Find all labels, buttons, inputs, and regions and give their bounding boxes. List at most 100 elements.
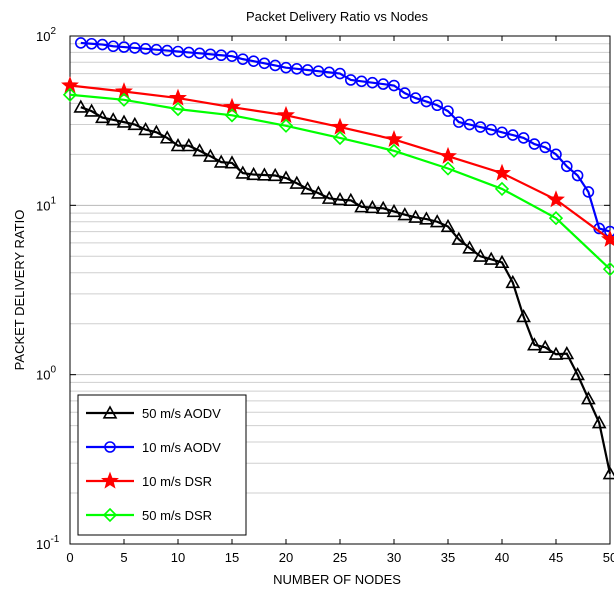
data-point xyxy=(129,42,141,54)
data-point xyxy=(494,254,510,269)
data-point xyxy=(95,109,110,124)
y-tick-label: 102 xyxy=(36,26,56,44)
data-point xyxy=(213,154,229,168)
data-point xyxy=(602,261,614,277)
data-point xyxy=(169,88,187,106)
data-point xyxy=(494,181,510,197)
legend-marker xyxy=(102,507,118,523)
data-point xyxy=(452,116,465,128)
data-point xyxy=(419,211,434,225)
data-point xyxy=(62,87,78,102)
data-point xyxy=(267,167,283,182)
data-point xyxy=(301,64,314,76)
data-point xyxy=(548,346,564,360)
data-point xyxy=(462,240,477,254)
data-point xyxy=(269,59,282,72)
x-axis: 0 5 10 15 20 25 30 35 40 45 50 xyxy=(66,36,614,565)
data-point xyxy=(332,192,348,206)
y-axis-label: PACKET DELIVERY RATIO xyxy=(12,210,27,371)
series-line xyxy=(69,93,611,270)
y-tick-label: 101 xyxy=(36,195,56,213)
data-point xyxy=(223,97,241,115)
data-point xyxy=(547,190,565,208)
data-point xyxy=(159,130,175,144)
data-point xyxy=(161,44,173,57)
data-point xyxy=(246,166,261,181)
data-point xyxy=(528,138,541,150)
data-point xyxy=(116,114,132,128)
data-point xyxy=(331,117,349,135)
data-point xyxy=(375,200,391,214)
series-layer xyxy=(61,37,614,480)
series-line xyxy=(69,84,611,241)
x-tick-label: 35 xyxy=(441,550,455,565)
data-point xyxy=(354,199,369,213)
legend-label: 10 m/s AODV xyxy=(142,440,221,455)
series-line xyxy=(80,41,611,233)
data-point xyxy=(582,186,595,198)
series-triangle xyxy=(73,99,614,480)
data-point xyxy=(440,218,456,233)
series-star xyxy=(61,76,614,247)
data-point xyxy=(204,48,217,61)
data-point xyxy=(601,229,614,247)
data-point xyxy=(409,92,422,104)
legend-label: 50 m/s DSR xyxy=(142,508,212,523)
data-point xyxy=(203,148,218,162)
data-point xyxy=(96,38,109,51)
data-point xyxy=(226,50,238,62)
data-point xyxy=(386,203,402,218)
data-point xyxy=(215,49,227,62)
data-point xyxy=(224,108,240,123)
data-point xyxy=(474,121,487,133)
y-tick-label: 100 xyxy=(36,365,56,383)
data-point xyxy=(73,99,89,113)
y-tick-label: 10-1 xyxy=(36,534,60,552)
data-point xyxy=(408,209,423,223)
x-tick-label: 45 xyxy=(549,550,563,565)
data-point xyxy=(581,391,596,405)
data-point xyxy=(312,65,325,77)
data-point xyxy=(280,61,292,74)
data-point xyxy=(235,165,251,179)
data-point xyxy=(570,367,585,381)
data-point xyxy=(517,132,530,144)
data-point xyxy=(398,87,411,99)
legend-item: 10 m/s AODV xyxy=(86,440,221,455)
data-point xyxy=(170,101,186,117)
data-point xyxy=(355,75,368,88)
data-point xyxy=(321,190,337,204)
data-point xyxy=(537,339,553,353)
x-tick-label: 15 xyxy=(225,550,239,565)
data-point xyxy=(385,130,403,148)
x-tick-label: 0 xyxy=(66,550,73,565)
data-point xyxy=(107,40,119,53)
x-axis-label: NUMBER OF NODES xyxy=(273,572,401,587)
data-point xyxy=(192,143,207,157)
data-point xyxy=(496,126,508,139)
data-point xyxy=(516,309,531,323)
data-point xyxy=(440,161,456,176)
x-tick-label: 5 xyxy=(120,550,127,565)
legend-marker xyxy=(104,441,116,453)
legend-marker xyxy=(102,405,118,419)
x-tick-label: 50 xyxy=(603,550,614,565)
data-point xyxy=(591,415,607,429)
legend-marker xyxy=(101,471,119,489)
data-point xyxy=(224,155,240,169)
data-point xyxy=(118,41,130,53)
data-point xyxy=(548,211,564,226)
x-tick-label: 40 xyxy=(495,550,509,565)
data-point xyxy=(539,141,552,154)
data-point xyxy=(451,231,467,245)
x-tick-label: 10 xyxy=(171,550,185,565)
data-point xyxy=(278,118,294,133)
data-point xyxy=(550,148,562,161)
legend: 50 m/s AODV 10 m/s AODV 10 m/s DSR 50 m/s D… xyxy=(77,394,247,536)
data-point xyxy=(420,95,433,108)
data-point xyxy=(247,55,260,67)
data-point xyxy=(183,46,195,59)
data-point xyxy=(559,346,575,360)
data-point xyxy=(485,123,498,136)
data-point xyxy=(483,251,499,265)
